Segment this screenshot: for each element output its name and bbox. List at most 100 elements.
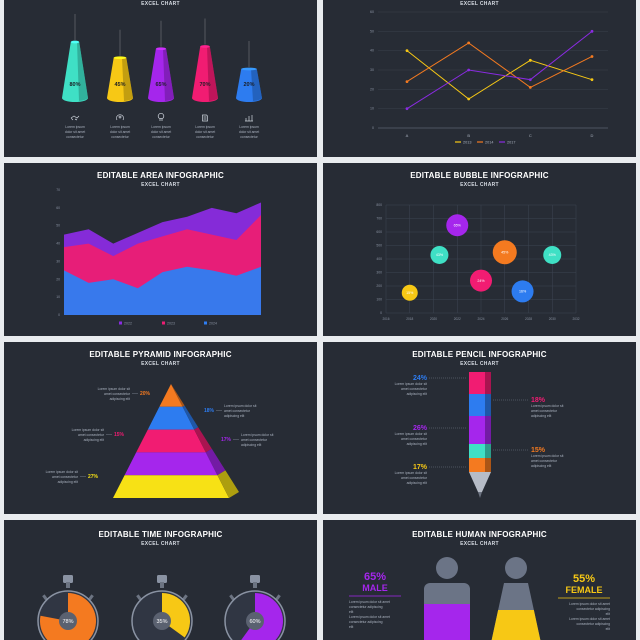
legend-label: 2017 — [507, 140, 515, 144]
pyramid-value-label: 18% — [204, 408, 215, 414]
panel-subtitle: EXCEL CHART — [141, 361, 180, 367]
area-series — [64, 266, 261, 315]
caption-text: consectetur — [111, 135, 129, 139]
bar-chart-icon — [245, 115, 253, 122]
x-tick-label: 2030 — [549, 317, 556, 321]
data-point — [528, 78, 532, 82]
bubble — [401, 284, 418, 301]
pyramid-value-label: 17% — [221, 437, 232, 443]
pyramid-layer — [147, 406, 195, 430]
caption-text: Lorem ipsum dolor sit — [395, 471, 427, 475]
caption-text: amet consectetur — [104, 392, 131, 396]
pencil-shade — [485, 444, 491, 458]
document-icon — [202, 114, 208, 122]
line-chart-panel: EXCEL CHART 0 10 20 30 40 50 60 A B C D 2013 2014 201… — [323, 0, 636, 157]
pencil-value-label: 24% — [413, 375, 428, 382]
y-tick-label: 700 — [376, 217, 382, 221]
cone-value-label: 65% — [155, 82, 166, 88]
pencil-shade — [485, 416, 491, 430]
stopwatch-value-label: 78% — [62, 619, 73, 625]
bubble-label: 43% — [436, 253, 444, 257]
female-fill — [491, 610, 541, 640]
data-point — [528, 58, 532, 62]
human-panel: EDITABLE HUMAN INFOGRAPHIC EXCEL CHART 6… — [323, 520, 636, 640]
data-point — [467, 68, 471, 72]
caption-text: Lorem ipsum — [65, 125, 85, 129]
y-tick-label: 800 — [376, 203, 382, 207]
caption-text: amet consectetur — [52, 475, 79, 479]
cone-top — [241, 67, 257, 71]
stopwatch-button — [229, 594, 235, 601]
pencil-value-label: 26% — [413, 425, 428, 432]
caption-text: Lorem ipsum dolor sit — [531, 404, 563, 408]
caption-text: dolor sit amet — [239, 130, 259, 134]
caption-text: Lorem ipsum dolor sit — [224, 404, 256, 408]
stopwatch-center — [59, 612, 77, 630]
y-tick-label: 70 — [56, 188, 60, 192]
caption-text: Lorem ipsum dolor sit amet — [349, 615, 390, 619]
caption-text: dolor sit amet — [195, 130, 215, 134]
y-tick-label: 60 — [56, 206, 60, 210]
pencil-value-label: 18% — [531, 397, 546, 404]
line-chart: 0 10 20 30 40 50 60 A B C D 2013 2014 2017 — [370, 10, 608, 144]
idea-icon — [157, 113, 165, 121]
caption-text: adipiscing elit — [58, 480, 78, 484]
caption-text: adipiscing elit — [407, 392, 427, 396]
bubble — [430, 245, 449, 264]
legend-swatch — [162, 321, 165, 325]
x-tick-label: 2026 — [501, 317, 508, 321]
x-tick-label: A — [406, 133, 409, 138]
brain-gear-icon — [116, 114, 124, 121]
legend-label: 2014 — [485, 140, 493, 144]
y-tick-label: 10 — [370, 107, 374, 111]
caption-text: Lorem ipsum dolor sit — [46, 470, 78, 474]
pyramid-value-label: 15% — [114, 432, 125, 438]
cone-top — [70, 40, 80, 44]
caption-text: consectetur adipiscing — [349, 605, 383, 609]
y-tick-label: 20 — [370, 87, 374, 91]
cone-shade — [122, 57, 133, 101]
y-tick-label: 20 — [56, 277, 60, 281]
stopwatch-button — [136, 594, 142, 601]
pencil-shade — [485, 458, 491, 472]
stopwatch-stem — [160, 582, 164, 588]
y-tick-label: 30 — [56, 259, 60, 263]
caption-text: Lorem ipsum dolor sit amet — [569, 617, 610, 621]
panel-title: EDITABLE TIME INFOGRAPHIC — [98, 530, 223, 539]
caption-text: dolor sit amet — [65, 130, 85, 134]
caption-text: Lorem ipsum — [195, 125, 215, 129]
bubble — [470, 269, 492, 292]
y-tick-label: 200 — [376, 284, 382, 288]
x-tick-label: 2022 — [454, 317, 461, 321]
handshake-icon — [70, 115, 80, 121]
bubble — [446, 214, 469, 237]
y-tick-label: 10 — [56, 295, 60, 299]
y-tick-label: 600 — [376, 230, 382, 234]
stopwatch-crown — [157, 575, 167, 583]
stopwatch-crown — [63, 575, 73, 583]
cone-top — [113, 56, 127, 60]
bubble-chart-panel: EDITABLE BUBBLE INFOGRAPHIC EXCEL CHART … — [323, 163, 636, 336]
legend-swatch — [119, 321, 122, 325]
data-point — [528, 86, 532, 89]
y-tick-label: 500 — [376, 244, 382, 248]
caption-text: adipiscing elit — [531, 464, 551, 468]
caption-text: Lorem ipsum — [110, 125, 130, 129]
x-tick-label: 2018 — [406, 317, 413, 321]
caption-text: elit — [349, 625, 353, 629]
caption-text: consectetur — [66, 135, 84, 139]
data-point — [405, 107, 409, 111]
cone-value-label: 80% — [69, 82, 80, 88]
caption-text: adipiscing elit — [110, 397, 130, 401]
female-label: FEMALE — [566, 585, 603, 595]
idea-icon — [157, 113, 165, 121]
x-tick-label: 2032 — [572, 317, 579, 321]
series-line — [406, 50, 593, 100]
caption-text: adipiscing elit — [407, 442, 427, 446]
legend-label: 2023 — [167, 321, 175, 325]
y-tick-label: 0 — [58, 313, 60, 317]
caption-text: amet consectetur — [224, 409, 251, 413]
bar-chart-icon — [245, 115, 253, 122]
panel-subtitle: EXCEL CHART — [141, 1, 180, 7]
